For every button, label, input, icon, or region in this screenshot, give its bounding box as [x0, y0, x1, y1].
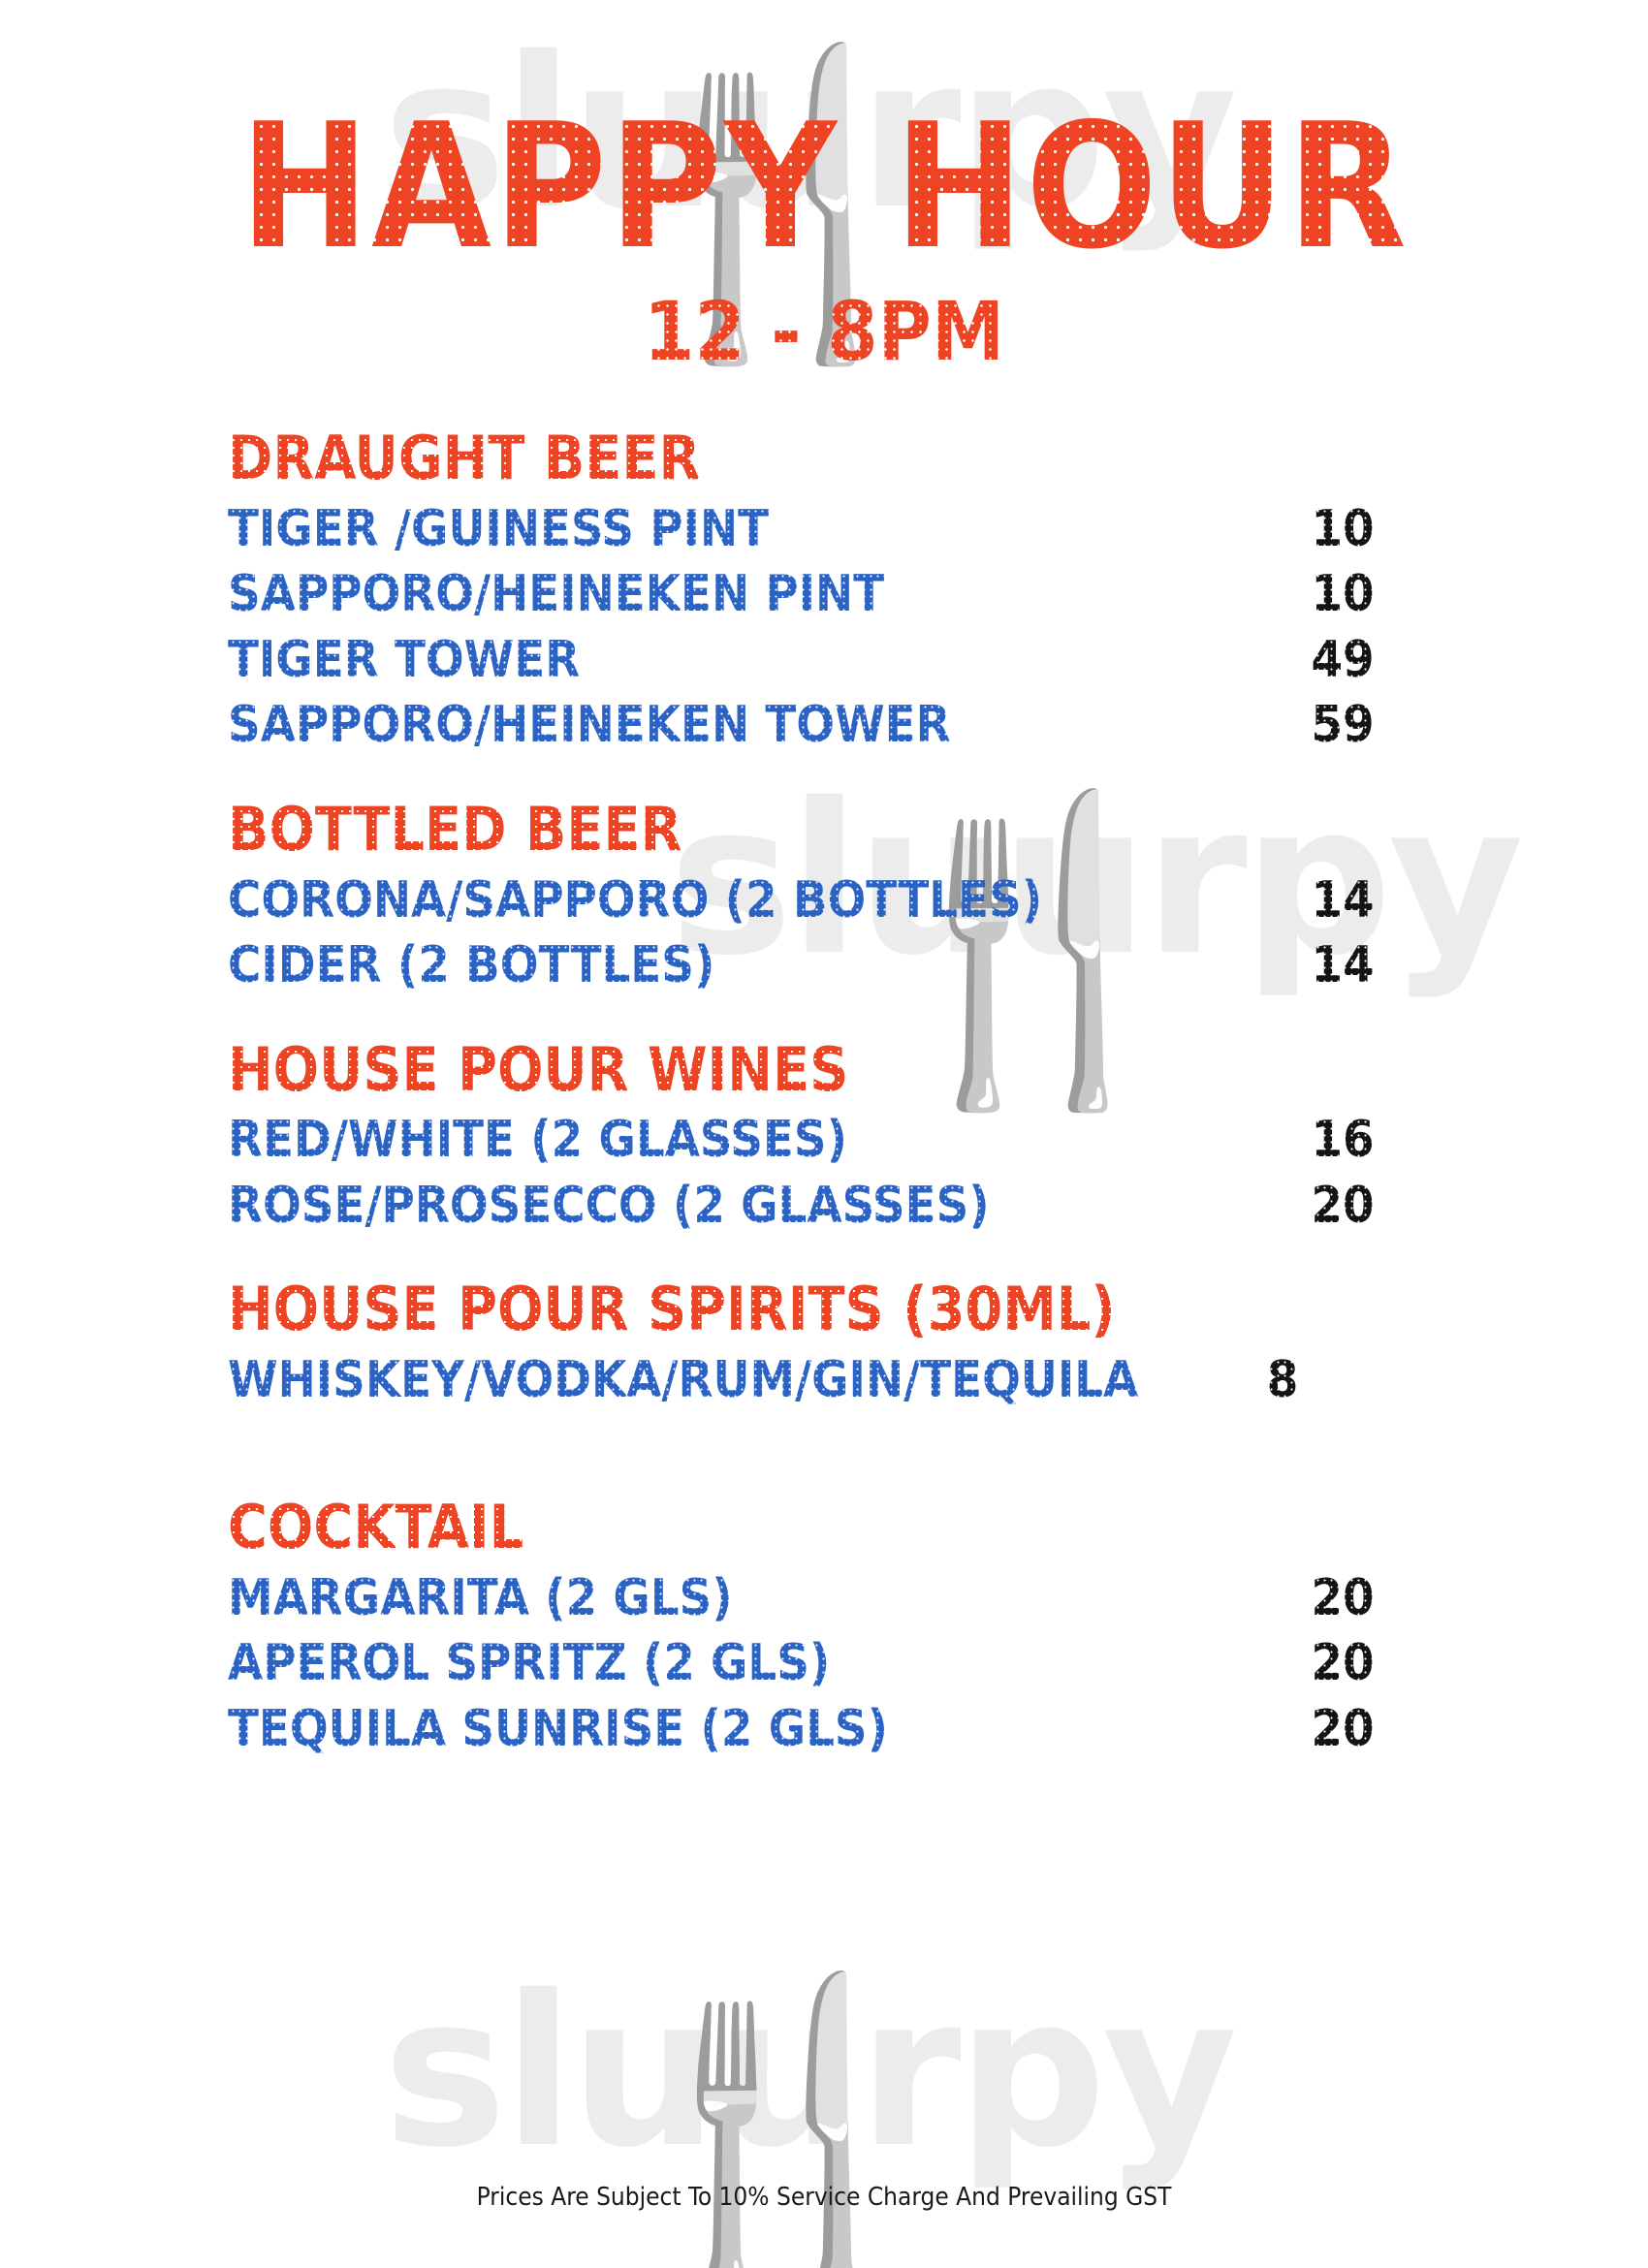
menu-section-house-pour-spirits: HOUSE POUR SPIRITS (30ML) WHISKEY/VODKA/… — [228, 1276, 1420, 1411]
price-disclaimer: Prices Are Subject To 10% Service Charge… — [476, 2183, 1172, 2212]
menu-item-row: TEQUILA SUNRISE (2 GLS) 20 — [228, 1699, 1420, 1760]
menu-section-house-pour-wines: HOUSE POUR WINES RED/WHITE (2 GLASSES) 1… — [228, 1037, 1420, 1238]
menu-item-price: 16 — [1265, 1110, 1420, 1171]
menu-item-price: 8 — [1205, 1350, 1360, 1411]
menu-hours-subtitle: 12 - 8PM — [643, 284, 1005, 379]
menu-item-row: ROSE/PROSECCO (2 GLASSES) 20 — [228, 1176, 1420, 1237]
menu-item-price: 14 — [1265, 870, 1420, 931]
menu-item-price: 59 — [1265, 695, 1420, 756]
menu-item-name: CORONA/SAPPORO (2 BOTTLES) — [228, 870, 1042, 931]
menu-item-name: ROSE/PROSECCO (2 GLASSES) — [228, 1176, 990, 1237]
menu-item-row: TIGER /GUINESS PINT 10 — [228, 499, 1420, 560]
menu-item-price: 20 — [1265, 1176, 1420, 1237]
menu-item-row: APEROL SPRITZ (2 GLS) 20 — [228, 1633, 1420, 1694]
menu-item-price: 10 — [1265, 499, 1420, 560]
menu-item-name: WHISKEY/VODKA/RUM/GIN/TEQUILA — [228, 1350, 1138, 1411]
section-header: HOUSE POUR SPIRITS (30ML) — [228, 1276, 1420, 1342]
menu-item-price: 20 — [1265, 1568, 1420, 1629]
menu-item-row: CORONA/SAPPORO (2 BOTTLES) 14 — [228, 870, 1420, 931]
menu-item-row: CIDER (2 BOTTLES) 14 — [228, 935, 1420, 996]
menu-item-name: TIGER TOWER — [228, 630, 580, 691]
menu-item-row: MARGARITA (2 GLS) 20 — [228, 1568, 1420, 1629]
menu-item-row: RED/WHITE (2 GLASSES) 16 — [228, 1110, 1420, 1171]
menu-item-name: TEQUILA SUNRISE (2 GLS) — [228, 1699, 888, 1760]
menu-section-bottled-beer: BOTTLED BEER CORONA/SAPPORO (2 BOTTLES) … — [228, 797, 1420, 997]
menu-item-row: SAPPORO/HEINEKEN PINT 10 — [228, 564, 1420, 625]
menu-item-name: MARGARITA (2 GLS) — [228, 1568, 733, 1629]
menu-title-row: HAPPY HOUR — [0, 86, 1648, 287]
menu-item-name: SAPPORO/HEINEKEN TOWER — [228, 695, 951, 756]
menu-item-name: RED/WHITE (2 GLASSES) — [228, 1110, 847, 1171]
menu-item-name: APEROL SPRITZ (2 GLS) — [228, 1633, 830, 1694]
section-header: BOTTLED BEER — [228, 797, 1420, 863]
menu-item-name: TIGER /GUINESS PINT — [228, 499, 769, 560]
menu-subtitle-row: 12 - 8PM — [0, 291, 1648, 372]
menu-item-price: 14 — [1265, 935, 1420, 996]
section-header: DRAUGHT BEER — [228, 425, 1420, 491]
menu-item-price: 20 — [1265, 1633, 1420, 1694]
page-title: HAPPY HOUR — [239, 86, 1409, 287]
menu-item-row: WHISKEY/VODKA/RUM/GIN/TEQUILA 8 — [228, 1350, 1420, 1411]
menu-item-name: CIDER (2 BOTTLES) — [228, 935, 714, 996]
menu-item-row: TIGER TOWER 49 — [228, 630, 1420, 691]
section-header: COCKTAIL — [228, 1495, 1420, 1560]
section-header: HOUSE POUR WINES — [228, 1037, 1420, 1103]
menu-item-price: 20 — [1265, 1699, 1420, 1760]
menu-item-price: 49 — [1265, 630, 1420, 691]
menu-section-draught-beer: DRAUGHT BEER TIGER /GUINESS PINT 10 SAPP… — [228, 425, 1420, 757]
menu-sections: DRAUGHT BEER TIGER /GUINESS PINT 10 SAPP… — [228, 425, 1420, 1801]
menu-item-name: SAPPORO/HEINEKEN PINT — [228, 564, 884, 625]
menu-item-price: 10 — [1265, 564, 1420, 625]
menu-section-cocktail: COCKTAIL MARGARITA (2 GLS) 20 APEROL SPR… — [228, 1495, 1420, 1760]
menu-item-row: SAPPORO/HEINEKEN TOWER 59 — [228, 695, 1420, 756]
